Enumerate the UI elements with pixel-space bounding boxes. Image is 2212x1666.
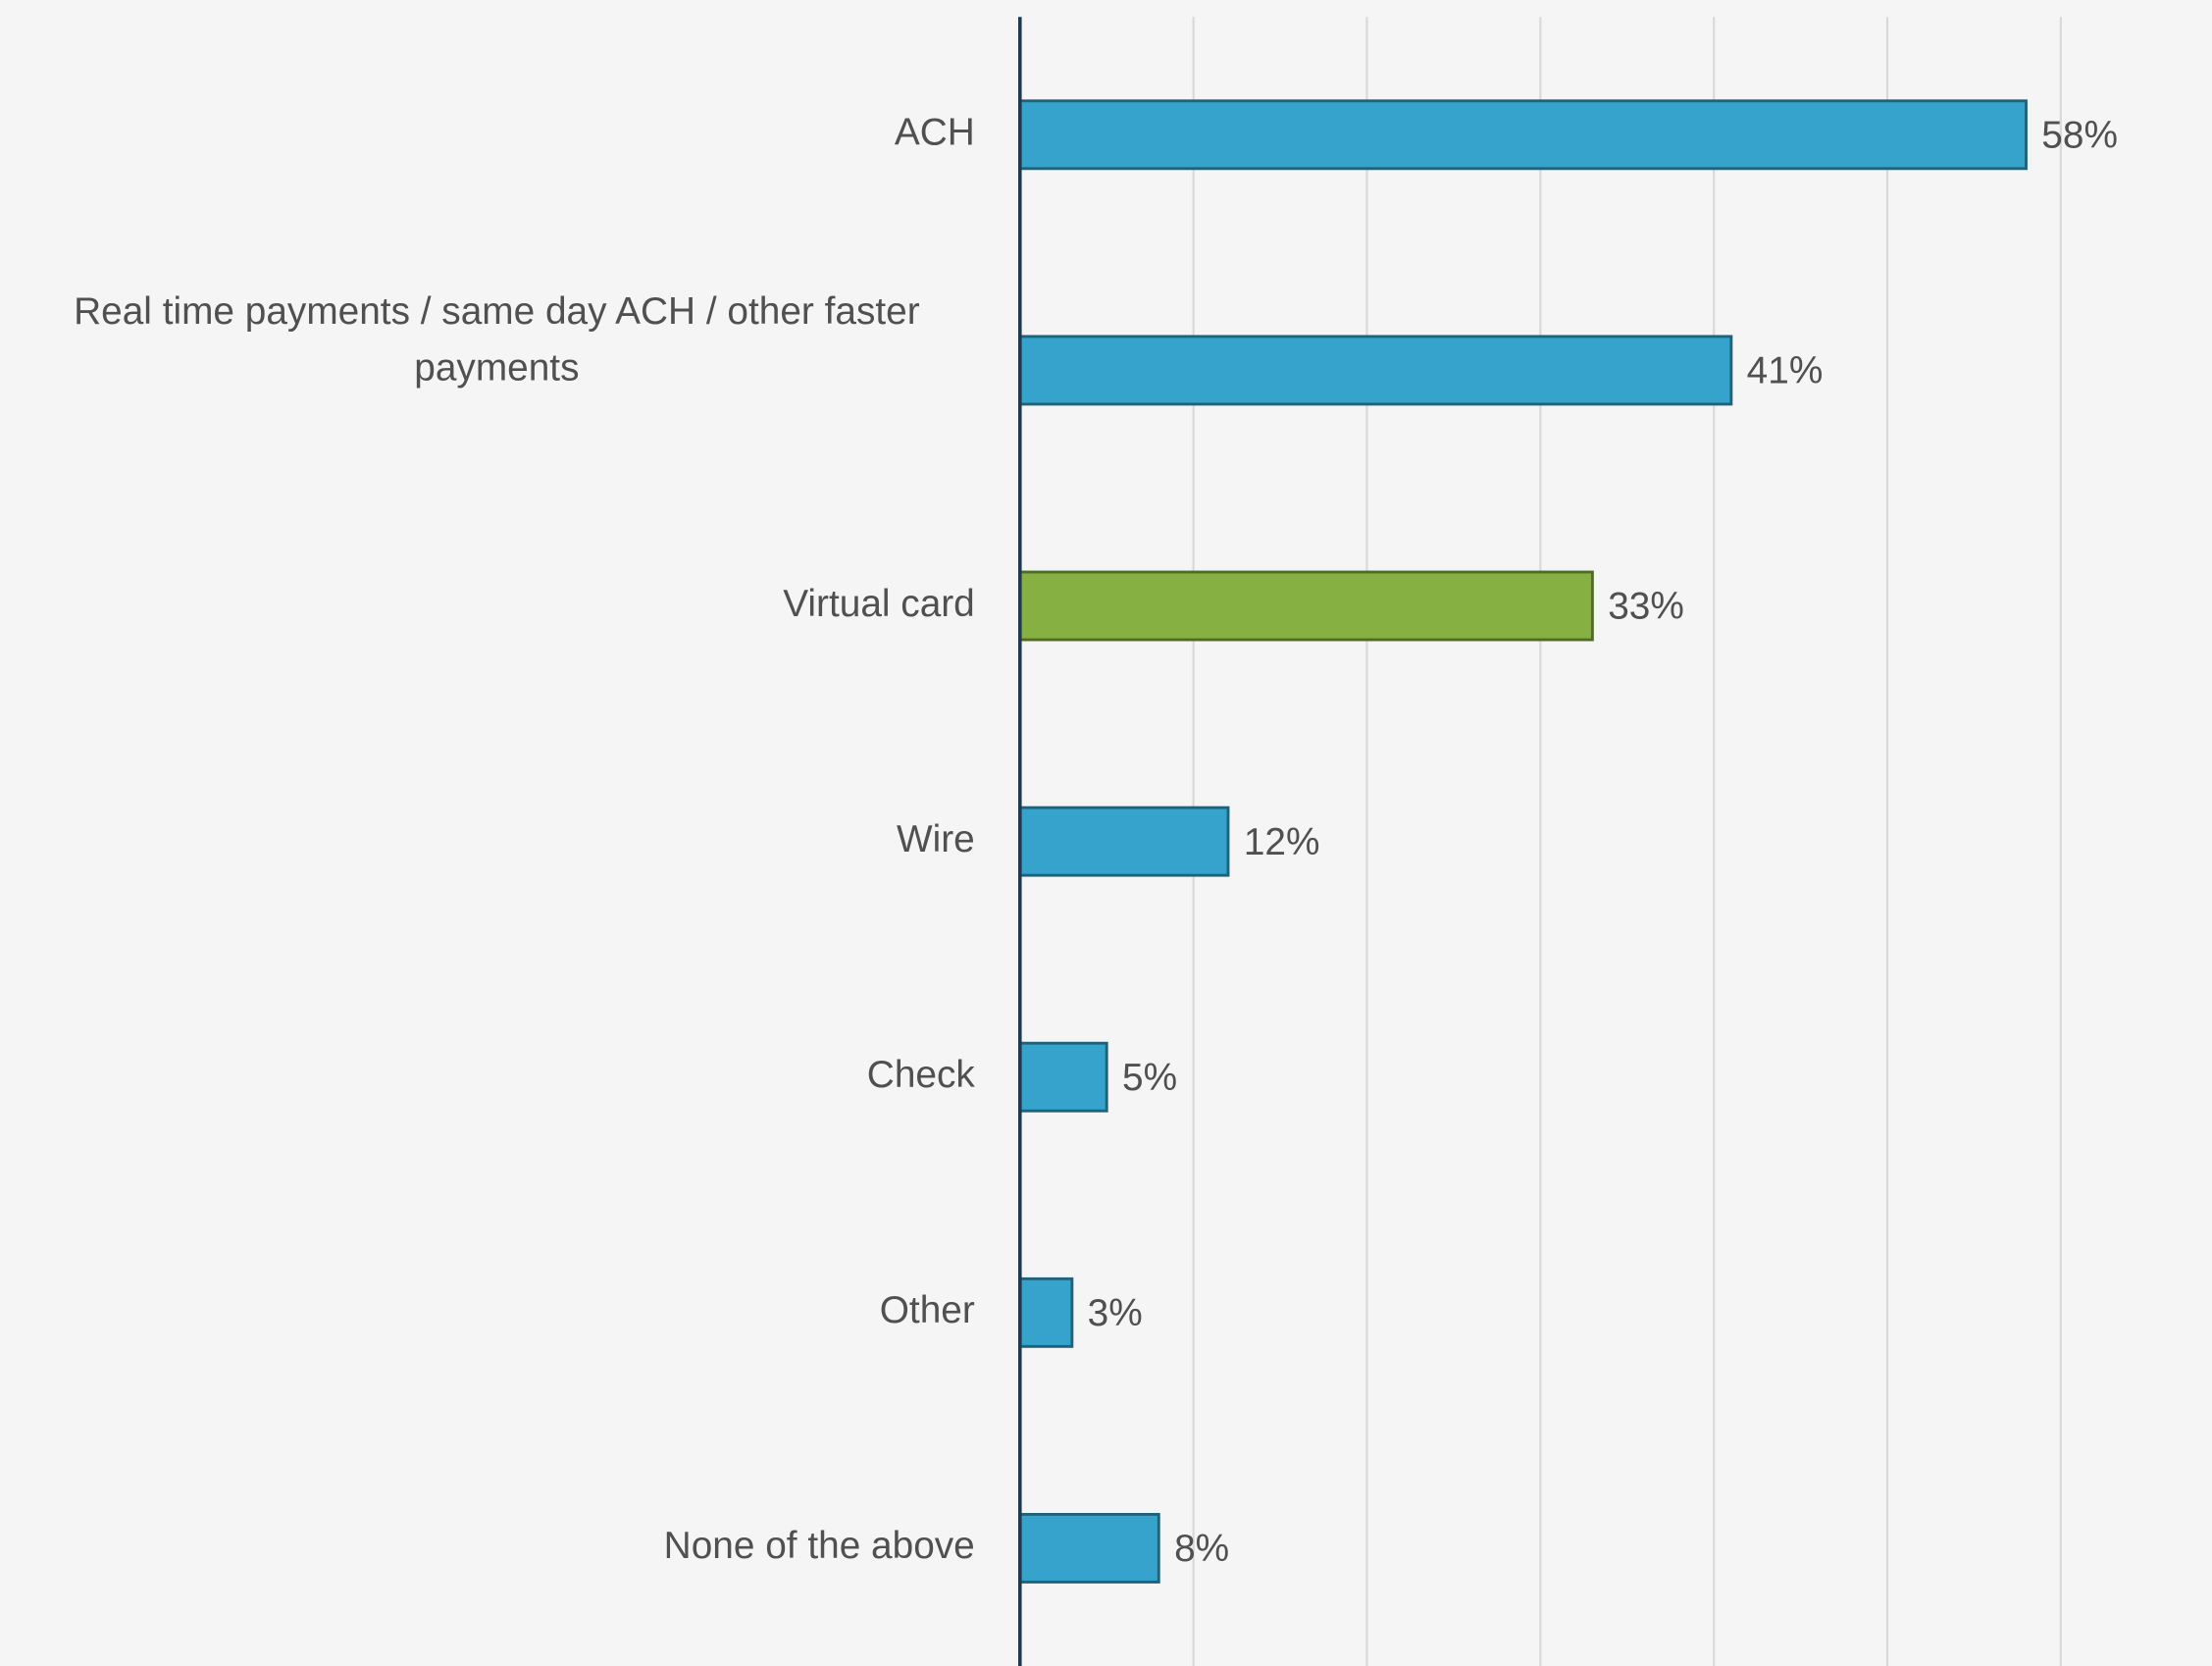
bar — [1018, 335, 1733, 406]
value-label: 58% — [2041, 114, 2118, 156]
value-label: 5% — [1122, 1057, 1177, 1099]
category-label: Virtual card — [783, 583, 975, 625]
value-label: 33% — [1608, 586, 1684, 628]
category-label: Wire — [897, 818, 975, 860]
bar — [1018, 806, 1230, 877]
bar — [1018, 1276, 1074, 1348]
value-label: 3% — [1088, 1292, 1143, 1334]
value-label: 41% — [1747, 350, 1824, 392]
category-label: None of the above — [664, 1525, 975, 1567]
category-label: Check — [867, 1054, 976, 1096]
value-label: 12% — [1244, 821, 1320, 863]
category-label: Real time payments / same day ACH / othe… — [74, 290, 920, 390]
category-label: ACH — [895, 112, 975, 154]
label-line: payments — [414, 347, 579, 390]
bar — [1018, 1513, 1160, 1584]
label-line: Real time payments / same day ACH / othe… — [74, 290, 920, 333]
value-label: 8% — [1174, 1528, 1229, 1570]
bar — [1018, 1041, 1108, 1113]
bar — [1018, 570, 1594, 642]
category-label: Other — [880, 1289, 975, 1331]
bar — [1018, 99, 2028, 171]
